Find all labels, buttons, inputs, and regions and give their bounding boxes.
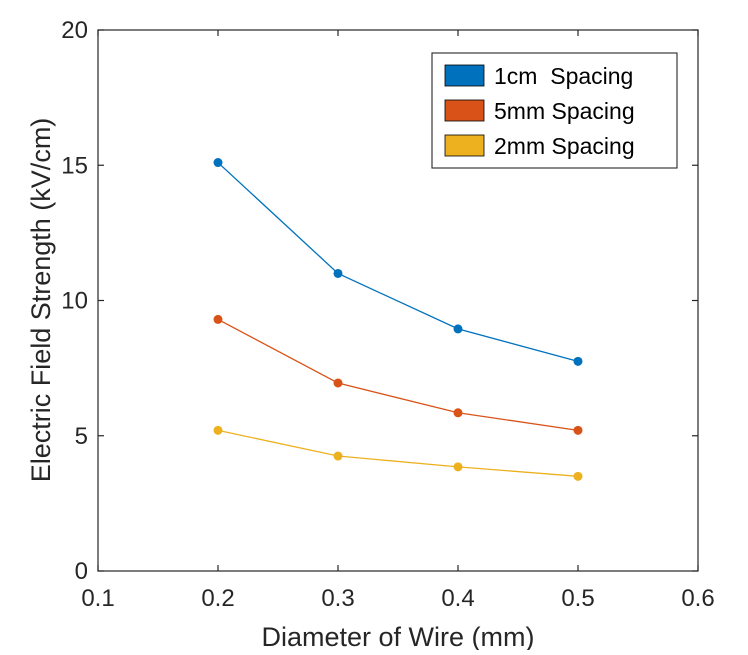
series-line-2 (217, 318, 579, 431)
legend-label: 2mm Spacing (494, 133, 635, 159)
data-point (453, 324, 463, 334)
legend-swatch (444, 64, 485, 87)
x-axis-label: Diameter of Wire (mm) (261, 622, 534, 650)
axes-layer: 0.1 0.2 0.3 0.4 0.5 0.6 0 5 10 15 20 (61, 17, 714, 612)
legend-swatch (444, 134, 485, 157)
data-point (213, 158, 223, 168)
y-axis-label: Electric Field Strength (kV/cm) (26, 118, 56, 483)
y-tick-label: 5 (75, 423, 88, 450)
data-point (453, 408, 463, 418)
series-layer (213, 158, 583, 481)
data-point (573, 471, 583, 481)
x-tick-label: 0.5 (561, 585, 594, 612)
series-line-1 (217, 162, 579, 362)
data-point (573, 356, 583, 366)
data-point (453, 462, 463, 472)
data-point (213, 425, 223, 435)
x-tick-label: 0.2 (201, 585, 234, 612)
data-point (333, 378, 343, 388)
data-point (213, 314, 223, 324)
y-tick-label: 20 (61, 17, 88, 44)
legend-label: 5mm Spacing (494, 98, 635, 124)
y-tick-label: 15 (61, 152, 88, 179)
x-tick-label: 0.1 (81, 585, 114, 612)
y-tick-label: 10 (61, 288, 88, 315)
data-point (333, 268, 343, 278)
x-tick-label: 0.4 (441, 585, 474, 612)
x-tick-label: 0.6 (681, 585, 714, 612)
x-tick-label: 0.3 (321, 585, 354, 612)
y-tick-label: 0 (75, 558, 88, 585)
legend-swatch (444, 99, 485, 122)
series-line-3 (217, 429, 579, 477)
legend-label: 1cm Spacing (494, 63, 633, 89)
data-point (573, 425, 583, 435)
data-point (333, 451, 343, 461)
legend: 1cm Spacing 5mm Spacing 2mm Spacing (431, 52, 678, 169)
